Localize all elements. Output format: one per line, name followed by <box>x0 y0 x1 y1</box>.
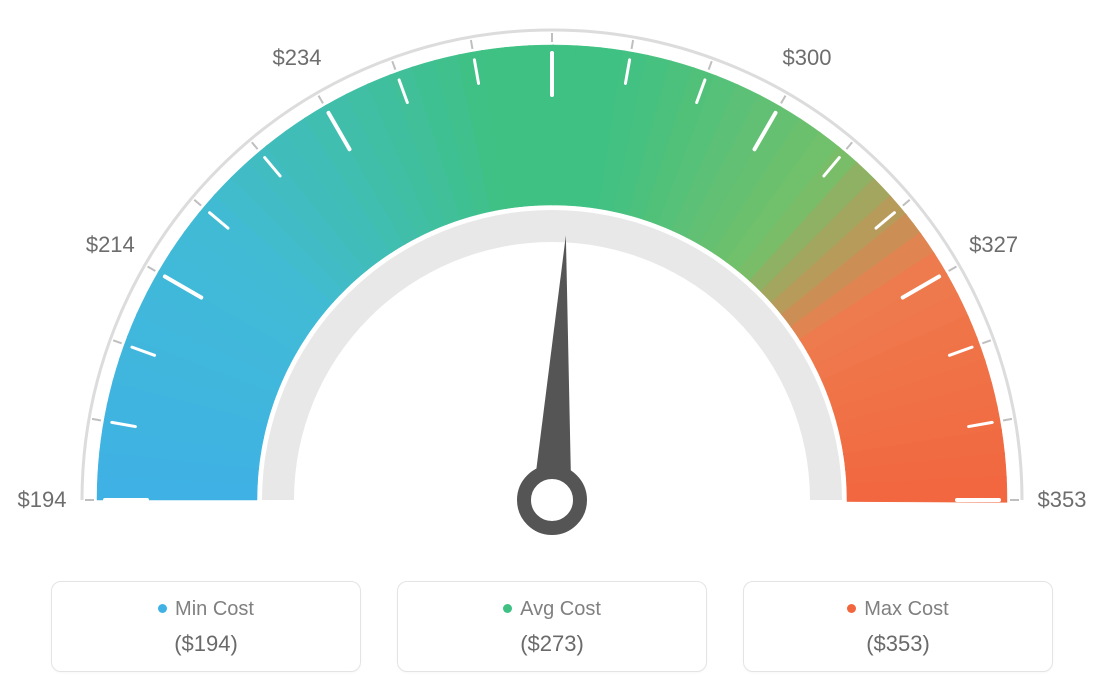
gauge-tick-label: $214 <box>86 232 135 258</box>
cost-gauge: $194 $214 $234 $273 $300 $327 $353 <box>0 0 1104 560</box>
gauge-tick-label: $300 <box>783 45 832 71</box>
gauge-tick-label: $353 <box>1038 487 1087 513</box>
legend-min-text: Min Cost <box>175 598 254 620</box>
gauge-tick-label: $273 <box>528 0 577 3</box>
gauge-tick-label: $327 <box>969 232 1018 258</box>
dot-icon <box>503 604 512 613</box>
dot-icon <box>847 604 856 613</box>
gauge-tick-label: $234 <box>273 45 322 71</box>
legend-label-min: Min Cost <box>52 598 360 621</box>
gauge-svg <box>0 0 1104 560</box>
legend-max-text: Max Cost <box>864 598 948 620</box>
legend-label-avg: Avg Cost <box>398 598 706 621</box>
legend-avg-text: Avg Cost <box>520 598 601 620</box>
legend-value-avg: ($273) <box>398 631 706 657</box>
legend-row: Min Cost ($194) Avg Cost ($273) Max Cost… <box>0 581 1104 672</box>
legend-value-max: ($353) <box>744 631 1052 657</box>
legend-card-min: Min Cost ($194) <box>51 581 361 672</box>
gauge-tick-label: $194 <box>18 487 67 513</box>
legend-card-avg: Avg Cost ($273) <box>397 581 707 672</box>
legend-value-min: ($194) <box>52 631 360 657</box>
legend-card-max: Max Cost ($353) <box>743 581 1053 672</box>
dot-icon <box>158 604 167 613</box>
legend-label-max: Max Cost <box>744 598 1052 621</box>
